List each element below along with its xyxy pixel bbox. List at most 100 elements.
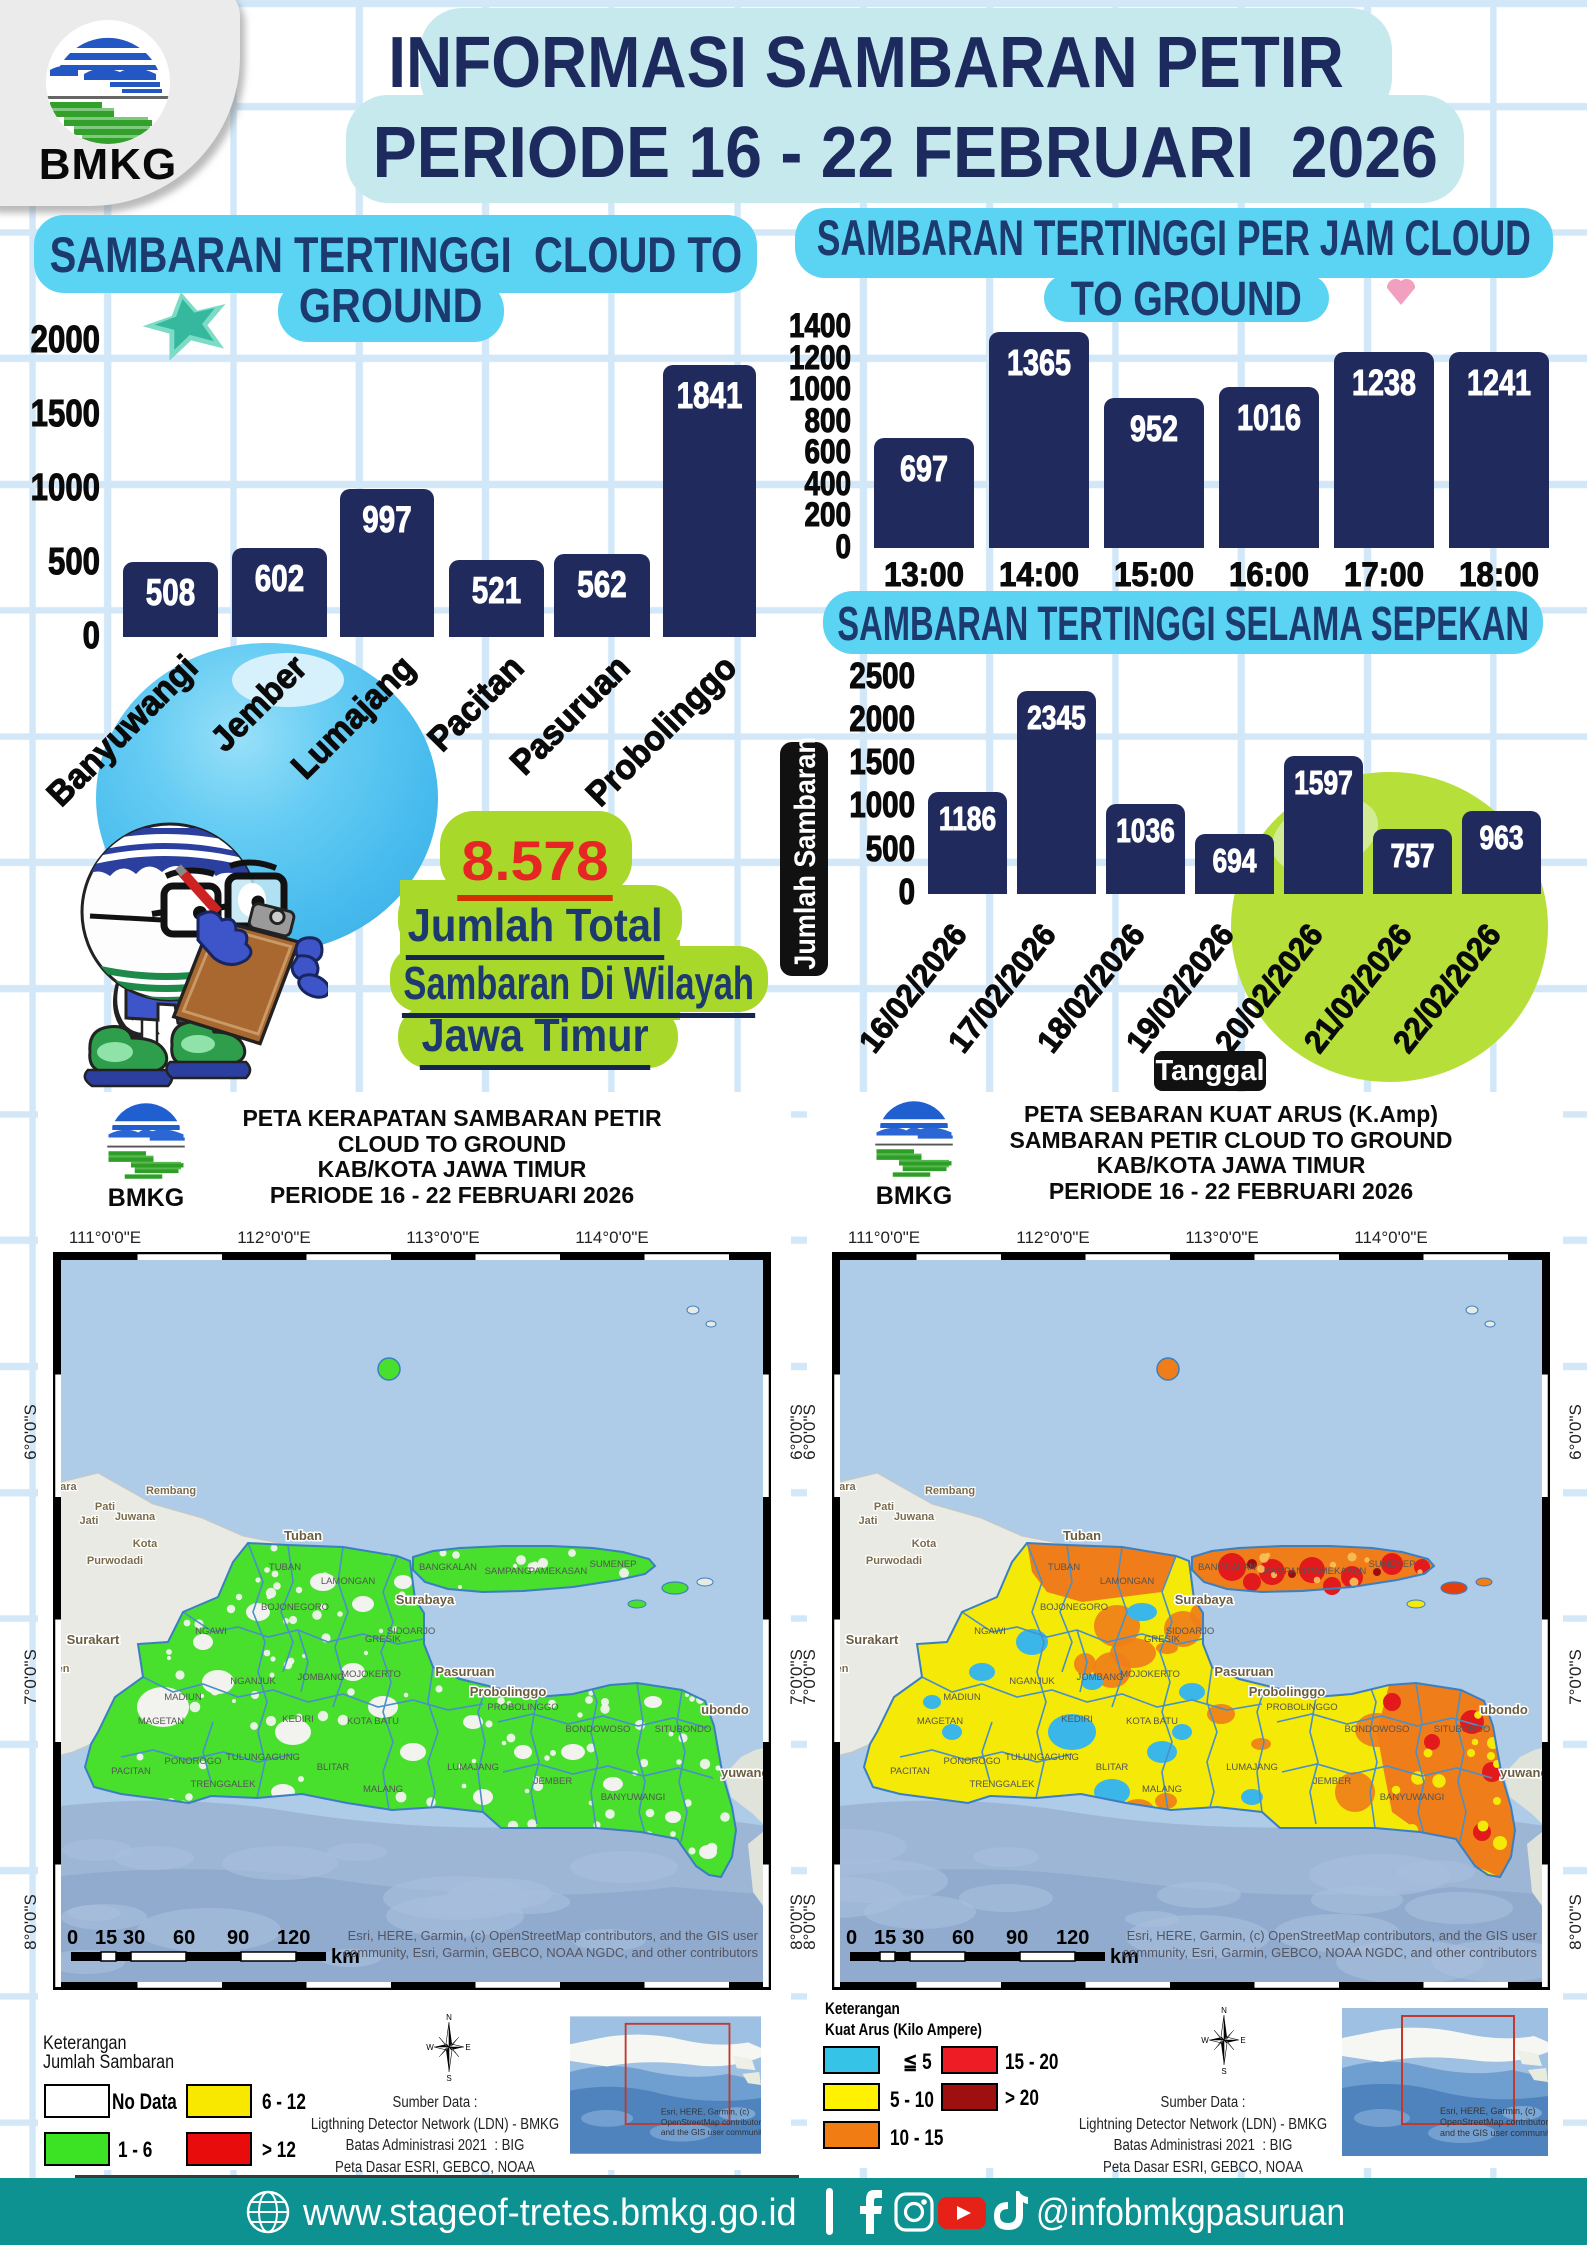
svg-text:KOTA BATU: KOTA BATU <box>347 1716 399 1727</box>
svg-text:60: 60 <box>173 1927 195 1949</box>
svg-text:KEDIRI: KEDIRI <box>282 1714 314 1725</box>
svg-text:BANYUWANGI: BANYUWANGI <box>1380 1792 1445 1803</box>
svg-text:ubondo: ubondo <box>1480 1702 1528 1717</box>
svg-text:BLITAR: BLITAR <box>317 1762 350 1773</box>
svg-text:and the GIS user community: and the GIS user community <box>1440 2128 1548 2138</box>
svg-text:yuwangi: yuwangi <box>1500 1765 1550 1780</box>
svg-text:JEMBER: JEMBER <box>1313 1776 1352 1787</box>
svg-text:BLITAR: BLITAR <box>1096 1762 1129 1773</box>
svg-text:E: E <box>465 2043 470 2052</box>
svg-text:Probolinggo: Probolinggo <box>470 1684 547 1699</box>
svg-text:Pasuruan: Pasuruan <box>435 1664 494 1679</box>
svg-text:Surabaya: Surabaya <box>1175 1592 1234 1607</box>
svg-text:community, Esri, Garmin, GEBCO: community, Esri, Garmin, GEBCO, NOAA NGD… <box>344 1945 759 1960</box>
svg-text:60: 60 <box>952 1927 974 1949</box>
svg-text:15: 15 <box>874 1927 896 1949</box>
svg-text:Jati: Jati <box>80 1515 99 1527</box>
svg-text:90: 90 <box>227 1927 249 1949</box>
svg-text:Pati: Pati <box>874 1501 894 1513</box>
svg-text:PACITAN: PACITAN <box>111 1766 151 1777</box>
svg-text:Purwodadi: Purwodadi <box>87 1555 143 1567</box>
svg-text:TUBAN: TUBAN <box>1048 1562 1080 1573</box>
svg-text:BOJONEGORO: BOJONEGORO <box>1040 1602 1108 1613</box>
svg-text:Esri, HERE, Garmin, (c) OpenSt: Esri, HERE, Garmin, (c) OpenStreetMap co… <box>348 1928 759 1943</box>
svg-text:PAMEKASAN: PAMEKASAN <box>1308 1566 1367 1577</box>
svg-text:LAMONGAN: LAMONGAN <box>1100 1576 1155 1587</box>
svg-text:Purwodadi: Purwodadi <box>866 1555 922 1567</box>
svg-text:NGANJUK: NGANJUK <box>230 1676 276 1687</box>
svg-text:NGAWI: NGAWI <box>974 1626 1006 1637</box>
svg-text:PAMEKASAN: PAMEKASAN <box>529 1566 588 1577</box>
svg-text:OpenStreetMap contributors,: OpenStreetMap contributors, <box>661 2117 761 2127</box>
svg-text:BONDOWOSO: BONDOWOSO <box>566 1724 631 1735</box>
svg-text:PONOROGO: PONOROGO <box>943 1756 1000 1767</box>
svg-text:MAGETAN: MAGETAN <box>138 1716 184 1727</box>
svg-text:Jati: Jati <box>859 1515 878 1527</box>
svg-text:Pati: Pati <box>95 1501 115 1513</box>
svg-text:GRESIK: GRESIK <box>1144 1634 1181 1645</box>
svg-text:90: 90 <box>1006 1927 1028 1949</box>
svg-text:GRESIK: GRESIK <box>365 1634 402 1645</box>
svg-text:community, Esri, Garmin, GEBCO: community, Esri, Garmin, GEBCO, NOAA NGD… <box>1123 1945 1538 1960</box>
svg-text:Rembang: Rembang <box>146 1485 196 1497</box>
svg-text:0: 0 <box>67 1927 78 1949</box>
svg-text:TRENGGALEK: TRENGGALEK <box>191 1779 257 1790</box>
svg-text:km: km <box>331 1946 360 1968</box>
svg-text:Esri, HERE, Garmin, (c): Esri, HERE, Garmin, (c) <box>661 2107 750 2117</box>
svg-text:SAMPANG: SAMPANG <box>485 1566 532 1577</box>
svg-text:MALANG: MALANG <box>363 1784 403 1795</box>
svg-text:MAGETAN: MAGETAN <box>917 1716 963 1727</box>
svg-text:km: km <box>1110 1946 1139 1968</box>
svg-text:SIDOARJO: SIDOARJO <box>387 1626 436 1637</box>
svg-text:LUMAJANG: LUMAJANG <box>447 1762 499 1773</box>
svg-text:KEDIRI: KEDIRI <box>1061 1714 1093 1725</box>
svg-text:yuwangi: yuwangi <box>721 1765 771 1780</box>
svg-text:Surakart: Surakart <box>67 1632 120 1647</box>
svg-text:BANGKALAN: BANGKALAN <box>419 1562 477 1573</box>
svg-text:TULUNGAGUNG: TULUNGAGUNG <box>226 1752 300 1763</box>
svg-text:BONDOWOSO: BONDOWOSO <box>1345 1724 1410 1735</box>
svg-text:BOJONEGORO: BOJONEGORO <box>261 1602 329 1613</box>
svg-text:SUMENEP: SUMENEP <box>1369 1559 1416 1570</box>
svg-text:MADIUN: MADIUN <box>164 1692 202 1703</box>
svg-text:Rembang: Rembang <box>925 1485 975 1497</box>
svg-text:NGAWI: NGAWI <box>195 1626 227 1637</box>
svg-text:BANGKALAN: BANGKALAN <box>1198 1562 1256 1573</box>
svg-text:Surabaya: Surabaya <box>396 1592 455 1607</box>
svg-text:30: 30 <box>902 1927 924 1949</box>
svg-text:JEMBER: JEMBER <box>534 1776 573 1787</box>
svg-text:NGANJUK: NGANJUK <box>1009 1676 1055 1687</box>
svg-text:JOMBANG: JOMBANG <box>298 1672 345 1683</box>
svg-text:JOMBANG: JOMBANG <box>1077 1672 1124 1683</box>
svg-text:Surakart: Surakart <box>846 1632 899 1647</box>
svg-text:LAMONGAN: LAMONGAN <box>321 1576 376 1587</box>
svg-text:MOJOKERTO: MOJOKERTO <box>341 1669 401 1680</box>
svg-text:MADIUN: MADIUN <box>943 1692 981 1703</box>
svg-text:0: 0 <box>846 1927 857 1949</box>
svg-text:ubondo: ubondo <box>701 1702 749 1717</box>
svg-text:Juwana: Juwana <box>115 1511 156 1523</box>
svg-text:SAMPANG: SAMPANG <box>1264 1566 1311 1577</box>
svg-text:120: 120 <box>277 1927 310 1949</box>
svg-text:Esri, HERE, Garmin, (c) OpenSt: Esri, HERE, Garmin, (c) OpenStreetMap co… <box>1127 1928 1538 1943</box>
svg-text:SUMENEP: SUMENEP <box>590 1559 637 1570</box>
svg-text:BANYUWANGI: BANYUWANGI <box>601 1792 666 1803</box>
svg-text:SITUBONDO: SITUBONDO <box>1434 1724 1490 1735</box>
svg-text:Pasuruan: Pasuruan <box>1214 1664 1273 1679</box>
svg-text:Tuban: Tuban <box>284 1528 322 1543</box>
svg-text:PACITAN: PACITAN <box>890 1766 930 1777</box>
svg-text:SITUBONDO: SITUBONDO <box>655 1724 711 1735</box>
svg-text:Tuban: Tuban <box>1063 1528 1101 1543</box>
svg-text:TRENGGALEK: TRENGGALEK <box>970 1779 1036 1790</box>
svg-text:SIDOARJO: SIDOARJO <box>1166 1626 1215 1637</box>
svg-text:Kota: Kota <box>133 1538 158 1550</box>
svg-text:Probolinggo: Probolinggo <box>1249 1684 1326 1699</box>
svg-text:Esri, HERE, Garmin, (c): Esri, HERE, Garmin, (c) <box>1440 2106 1536 2116</box>
svg-text:W: W <box>1201 2036 1209 2045</box>
svg-text:W: W <box>426 2043 434 2052</box>
svg-text:OpenStreetMap contributors,: OpenStreetMap contributors, <box>1440 2117 1548 2127</box>
svg-text:and the GIS user community: and the GIS user community <box>661 2127 761 2137</box>
svg-text:TUBAN: TUBAN <box>269 1562 301 1573</box>
svg-text:MALANG: MALANG <box>1142 1784 1182 1795</box>
svg-text:PONOROGO: PONOROGO <box>164 1756 221 1767</box>
